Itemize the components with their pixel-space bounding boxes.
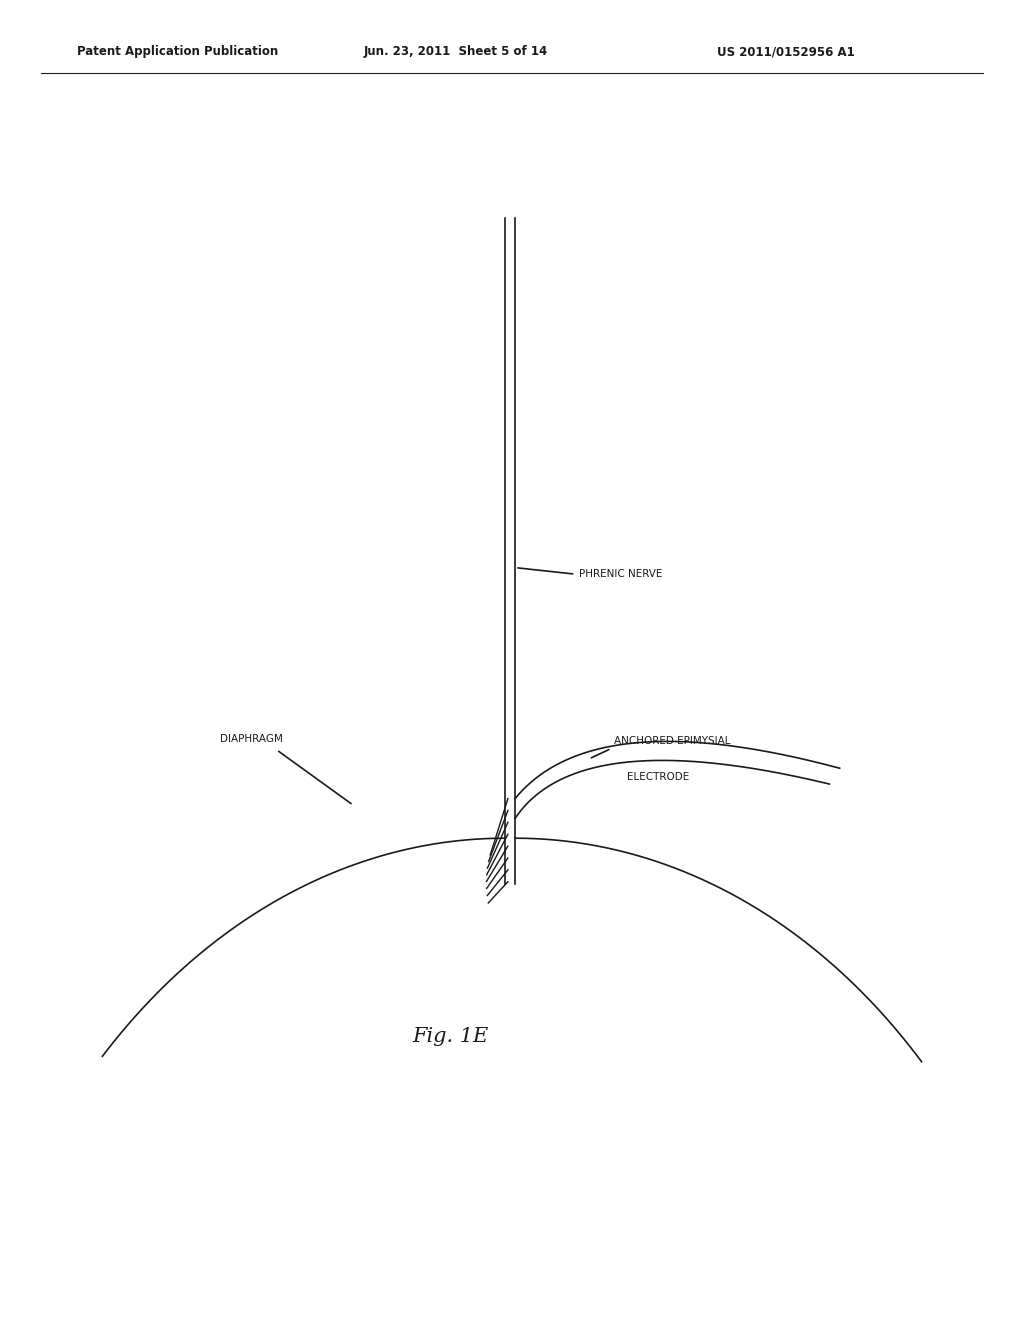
Text: Jun. 23, 2011  Sheet 5 of 14: Jun. 23, 2011 Sheet 5 of 14 (364, 45, 548, 58)
Text: US 2011/0152956 A1: US 2011/0152956 A1 (717, 45, 855, 58)
Text: DIAPHRAGM: DIAPHRAGM (220, 734, 283, 744)
Text: ELECTRODE: ELECTRODE (627, 772, 689, 783)
Text: ANCHORED EPIMYSIAL: ANCHORED EPIMYSIAL (614, 735, 731, 746)
Text: Patent Application Publication: Patent Application Publication (77, 45, 279, 58)
Text: PHRENIC NERVE: PHRENIC NERVE (579, 569, 662, 579)
Text: Fig. 1E: Fig. 1E (413, 1027, 488, 1045)
